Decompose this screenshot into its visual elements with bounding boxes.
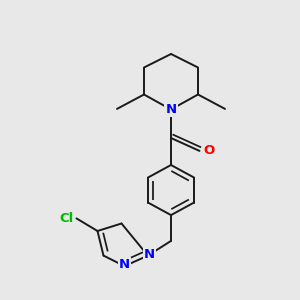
Text: O: O [204,144,215,158]
Text: N: N [119,258,130,271]
Text: Cl: Cl [59,212,74,225]
Text: N: N [165,103,177,116]
Text: N: N [144,248,155,261]
